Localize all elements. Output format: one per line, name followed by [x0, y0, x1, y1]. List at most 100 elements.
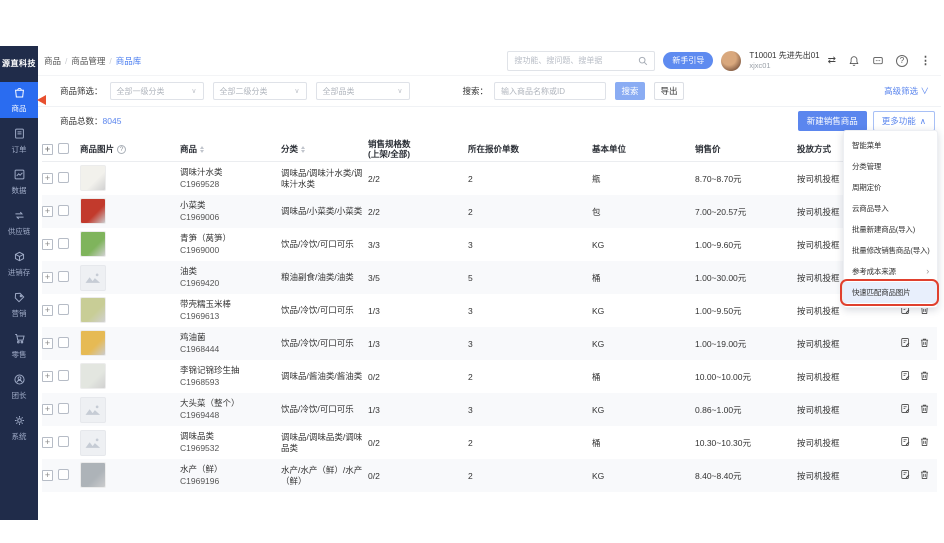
image-help-icon[interactable]: ? — [117, 144, 127, 154]
menu-item[interactable]: 批量新建商品(导入) — [852, 225, 915, 234]
sidebar-item-data[interactable]: 数据 — [0, 164, 38, 200]
row-checkbox[interactable] — [58, 238, 69, 249]
launch-method: 按司机投框 — [797, 470, 840, 481]
table-row: + 带壳糯玉米棒 C1969613 饮品/冷饮/可口可乐 1/3 3 KG 1.0… — [42, 294, 937, 327]
sidebar-nav: 商品 订单 数据 供应链 进销存 营销 零售 团长 系统 — [0, 82, 38, 451]
row-checkbox[interactable] — [58, 436, 69, 447]
menu-item[interactable]: 周期定价 — [852, 183, 882, 192]
sidebar-item-goods[interactable]: 商品 — [0, 82, 38, 118]
sidebar-item-label: 商品 — [11, 104, 27, 113]
sidebar-item-inventory[interactable]: 进销存 — [0, 246, 38, 282]
edit-quote-icon[interactable] — [900, 403, 911, 416]
menu-item[interactable]: 批量修改销售商品(导入) — [852, 246, 930, 255]
sidebar-item-marketing[interactable]: 营销 — [0, 287, 38, 323]
row-checkbox[interactable] — [58, 205, 69, 216]
breadcrumb-goods-mgmt[interactable]: 商品管理 — [71, 55, 106, 66]
more-functions-menu: 智能菜单 分类管理 周期定价 云商品导入 批量新建商品(导入) 批量修改销售商品… — [840, 130, 939, 308]
expand-row-button[interactable]: + — [42, 239, 53, 250]
product-total-count: 8045 — [102, 116, 122, 126]
expand-all-button[interactable]: + — [42, 143, 53, 155]
delete-icon[interactable] — [919, 469, 930, 482]
message-icon[interactable] — [872, 55, 884, 67]
expand-row-button[interactable]: + — [42, 437, 53, 448]
sidebar-item-supply[interactable]: 供应链 — [0, 205, 38, 241]
more-functions-button[interactable]: 更多功能 ∧ — [872, 111, 935, 131]
submenu-arrow-icon: › — [926, 266, 929, 276]
sidebar-item-label: 系统 — [11, 432, 27, 441]
category-type-select[interactable]: 全部品类 ∨ — [315, 82, 410, 100]
product-category: 调味品/调味品类/调味品类 — [281, 431, 363, 453]
filter-bar: 商品筛选： 全部一级分类 ∨ 全部二级分类 ∨ 全部品类 ∨ 搜索： 搜索 导出… — [38, 76, 941, 107]
sale-price: 1.00~19.00元 — [695, 338, 747, 349]
category-level2-select[interactable]: 全部二级分类 ∨ — [212, 82, 307, 100]
expand-row-button[interactable]: + — [42, 371, 53, 382]
edit-quote-icon[interactable] — [900, 436, 911, 449]
row-checkbox[interactable] — [58, 337, 69, 348]
product-category: 调味品/调味汁水类/调味汁水类 — [281, 167, 363, 189]
product-name: 带壳糯玉米棒 — [180, 299, 232, 310]
edit-quote-icon[interactable] — [900, 469, 911, 482]
row-checkbox[interactable] — [58, 370, 69, 381]
launch-method: 按司机投框 — [797, 404, 840, 415]
more-options-icon[interactable]: ⋮ — [920, 55, 931, 67]
menu-item[interactable]: 分类管理 — [852, 162, 882, 171]
switch-account-icon[interactable]: ⇄ — [827, 55, 836, 66]
row-checkbox[interactable] — [58, 403, 69, 414]
global-search-input[interactable] — [514, 56, 635, 65]
row-checkbox[interactable] — [58, 271, 69, 282]
select-all-checkbox[interactable] — [58, 142, 69, 154]
expand-row-button[interactable]: + — [42, 338, 53, 349]
product-image — [80, 461, 106, 488]
menu-item[interactable]: 云商品导入 — [852, 204, 889, 213]
product-category: 饮品/冷饮/可口可乐 — [281, 404, 354, 415]
category-level1-select[interactable]: 全部一级分类 ∨ — [109, 82, 204, 100]
base-unit: KG — [592, 305, 605, 316]
notification-bell-icon[interactable] — [848, 55, 860, 67]
sort-icon[interactable] — [301, 145, 306, 153]
product-category: 饮品/冷饮/可口可乐 — [281, 305, 354, 316]
product-name: 油类 — [180, 266, 198, 277]
expand-row-button[interactable]: + — [42, 272, 53, 283]
edit-quote-icon[interactable] — [900, 370, 911, 383]
search-button[interactable]: 搜索 — [615, 82, 646, 100]
header-quote-count: 所在报价单数 — [468, 144, 520, 154]
newbie-guide-button[interactable]: 新手引导 — [663, 52, 714, 69]
sidebar-item-label: 数据 — [11, 186, 27, 195]
row-checkbox[interactable] — [58, 172, 69, 183]
sort-icon[interactable] — [200, 145, 205, 153]
product-name: 水产（鲜） — [180, 464, 223, 475]
breadcrumb-goods[interactable]: 商品 — [44, 55, 62, 66]
header-sale-price: 销售价 — [695, 144, 721, 154]
menu-item[interactable]: 参考成本来源 › — [844, 261, 937, 282]
header-image: 商品图片 — [80, 144, 115, 154]
product-image — [80, 197, 106, 224]
advanced-filter-toggle[interactable]: 高级筛选 ∨ — [884, 86, 929, 96]
delete-icon[interactable] — [919, 403, 930, 416]
export-button[interactable]: 导出 — [654, 82, 685, 100]
expand-row-button[interactable]: + — [42, 173, 53, 184]
expand-row-button[interactable]: + — [42, 404, 53, 415]
sidebar-item-leader[interactable]: 团长 — [0, 369, 38, 405]
sidebar-item-order[interactable]: 订单 — [0, 123, 38, 159]
create-product-button[interactable]: 新建销售商品 — [797, 111, 867, 131]
delete-icon[interactable] — [919, 370, 930, 383]
product-search-input[interactable] — [494, 82, 607, 100]
expand-row-button[interactable]: + — [42, 206, 53, 217]
avatar[interactable] — [721, 50, 742, 71]
sidebar-item-system[interactable]: 系统 — [0, 410, 38, 446]
expand-row-button[interactable]: + — [42, 305, 53, 316]
help-icon[interactable]: ? — [896, 54, 908, 67]
delete-icon[interactable] — [919, 436, 930, 449]
edit-quote-icon[interactable] — [900, 337, 911, 350]
sidebar-item-retail[interactable]: 零售 — [0, 328, 38, 364]
table-row: + 水产（鲜） C1969196 水产/水产（鲜）/水产（鲜） 0/2 2 KG … — [42, 459, 937, 492]
menu-item[interactable]: 智能菜单 — [852, 141, 882, 150]
menu-item[interactable]: 快速匹配商品图片 — [840, 279, 939, 306]
product-name: 大头菜（整个） — [180, 398, 240, 409]
global-search-box[interactable] — [507, 50, 656, 71]
delete-icon[interactable] — [919, 337, 930, 350]
row-checkbox[interactable] — [58, 304, 69, 315]
row-checkbox[interactable] — [58, 469, 69, 480]
expand-row-button[interactable]: + — [42, 470, 53, 481]
breadcrumb: 商品 / 商品管理 / 商品库 — [44, 55, 142, 66]
